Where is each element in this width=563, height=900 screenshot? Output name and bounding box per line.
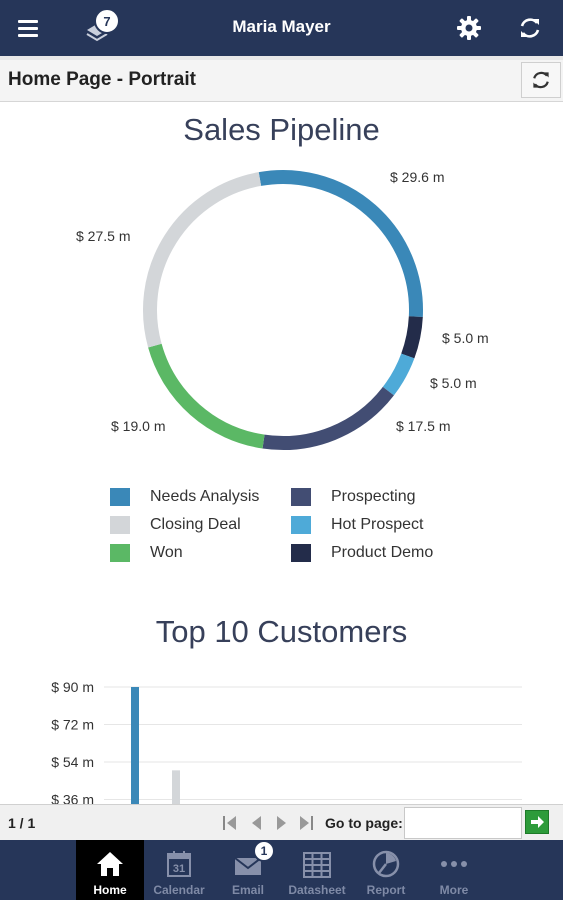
bottom-navigation: Home 31 Calendar 1 Email Datasheet bbox=[0, 840, 563, 900]
calendar-day: 31 bbox=[173, 863, 185, 875]
y-tick-label: $ 36 m bbox=[51, 792, 94, 805]
legend-label: Closing Deal bbox=[150, 516, 241, 533]
legend-label: Hot Prospect bbox=[331, 516, 424, 533]
pager-bar: 1 / 1 Go to page: bbox=[0, 804, 563, 840]
settings-gear-icon[interactable] bbox=[456, 15, 482, 46]
previous-page-icon[interactable] bbox=[246, 813, 266, 833]
refresh-icon[interactable] bbox=[517, 15, 543, 46]
email-icon bbox=[234, 857, 262, 875]
nav-email[interactable]: 1 Email bbox=[214, 840, 282, 900]
donut-slice-needs-analysis[interactable] bbox=[258, 170, 423, 317]
slice-value-label: $ 5.0 m bbox=[430, 375, 477, 391]
donut-slice-hot-prospect[interactable] bbox=[382, 353, 415, 396]
more-icon bbox=[441, 861, 467, 867]
nav-more-label: More bbox=[439, 883, 469, 897]
nav-datasheet[interactable]: Datasheet bbox=[283, 840, 351, 900]
legend-swatch bbox=[291, 488, 311, 506]
customer-bar[interactable] bbox=[172, 770, 180, 804]
nav-email-label: Email bbox=[231, 883, 264, 897]
hamburger-menu-icon[interactable] bbox=[18, 14, 46, 42]
legend-item[interactable]: Hot Prospect bbox=[291, 516, 423, 534]
legend-label: Needs Analysis bbox=[150, 488, 260, 505]
donut-slice-closing-deal[interactable] bbox=[143, 172, 262, 348]
nav-home[interactable]: Home bbox=[76, 840, 144, 900]
legend-item[interactable]: Needs Analysis bbox=[110, 488, 259, 506]
y-tick-label: $ 72 m bbox=[51, 717, 94, 733]
y-tick-label: $ 54 m bbox=[51, 754, 94, 770]
donut-slice-product-demo[interactable] bbox=[401, 316, 423, 359]
nav-calendar-label: Calendar bbox=[153, 883, 205, 897]
next-page-icon[interactable] bbox=[272, 813, 292, 833]
reload-icon bbox=[533, 71, 549, 89]
legend-label: Won bbox=[150, 544, 183, 561]
goto-page-label: Go to page: bbox=[325, 815, 403, 831]
notification-count-badge: 7 bbox=[94, 8, 120, 34]
dashboard-content[interactable]: Sales Pipeline $ 29.6 m $ 5.0 m $ 5.0 m $ 1… bbox=[0, 102, 563, 804]
legend-swatch bbox=[291, 544, 311, 562]
legend-label: Prospecting bbox=[331, 488, 416, 505]
page-title-bar: Home Page - Portrait bbox=[0, 56, 563, 102]
legend-item[interactable]: Won bbox=[110, 544, 183, 562]
last-page-icon[interactable] bbox=[296, 813, 316, 833]
calendar-icon: 31 bbox=[167, 851, 191, 877]
first-page-icon[interactable] bbox=[220, 813, 240, 833]
nav-datasheet-label: Datasheet bbox=[288, 883, 346, 897]
nav-home-label: Home bbox=[93, 883, 127, 897]
donut-slice-prospecting[interactable] bbox=[262, 386, 394, 450]
legend-swatch bbox=[110, 516, 130, 534]
page-count: 1 / 1 bbox=[8, 815, 36, 831]
legend-swatch bbox=[110, 544, 130, 562]
notifications-button[interactable]: 7 bbox=[80, 8, 124, 48]
datasheet-icon bbox=[303, 852, 331, 878]
top-customers-bar-chart: $ 90 m $ 72 m $ 54 m $ 36 m bbox=[51, 679, 522, 805]
report-icon bbox=[372, 850, 400, 878]
nav-report-label: Report bbox=[366, 883, 406, 897]
top-header: 7 Maria Mayer bbox=[0, 0, 563, 56]
donut-slice-won[interactable] bbox=[148, 343, 265, 449]
nav-report[interactable]: Report bbox=[352, 840, 420, 900]
email-count-badge: 1 bbox=[253, 840, 275, 862]
legend-swatch bbox=[110, 488, 130, 506]
slice-value-label: $ 29.6 m bbox=[390, 169, 444, 185]
slice-value-label: $ 5.0 m bbox=[442, 330, 489, 346]
top-customers-title: Top 10 Customers bbox=[155, 614, 408, 649]
legend-swatch bbox=[291, 516, 311, 534]
go-button[interactable] bbox=[525, 810, 549, 834]
legend-item[interactable]: Prospecting bbox=[291, 488, 416, 506]
home-icon bbox=[97, 852, 123, 876]
slice-value-label: $ 17.5 m bbox=[396, 418, 450, 434]
legend-label: Product Demo bbox=[331, 544, 434, 561]
reload-page-button[interactable] bbox=[521, 62, 561, 98]
arrow-right-icon bbox=[531, 816, 544, 828]
sales-pipeline-donut-chart: $ 29.6 m $ 5.0 m $ 5.0 m $ 17.5 m $ 19.0 m $ … bbox=[76, 169, 489, 450]
goto-page-input[interactable] bbox=[404, 807, 522, 839]
page-title: Home Page - Portrait bbox=[8, 69, 196, 90]
slice-value-label: $ 27.5 m bbox=[76, 228, 130, 244]
nav-more[interactable]: More bbox=[420, 840, 488, 900]
nav-calendar[interactable]: 31 Calendar bbox=[145, 840, 213, 900]
customer-bar[interactable] bbox=[131, 687, 139, 804]
legend-item[interactable]: Product Demo bbox=[291, 544, 433, 562]
y-tick-label: $ 90 m bbox=[51, 679, 94, 695]
slice-value-label: $ 19.0 m bbox=[111, 418, 165, 434]
sales-pipeline-title: Sales Pipeline bbox=[183, 112, 380, 147]
legend-item[interactable]: Closing Deal bbox=[110, 516, 241, 534]
